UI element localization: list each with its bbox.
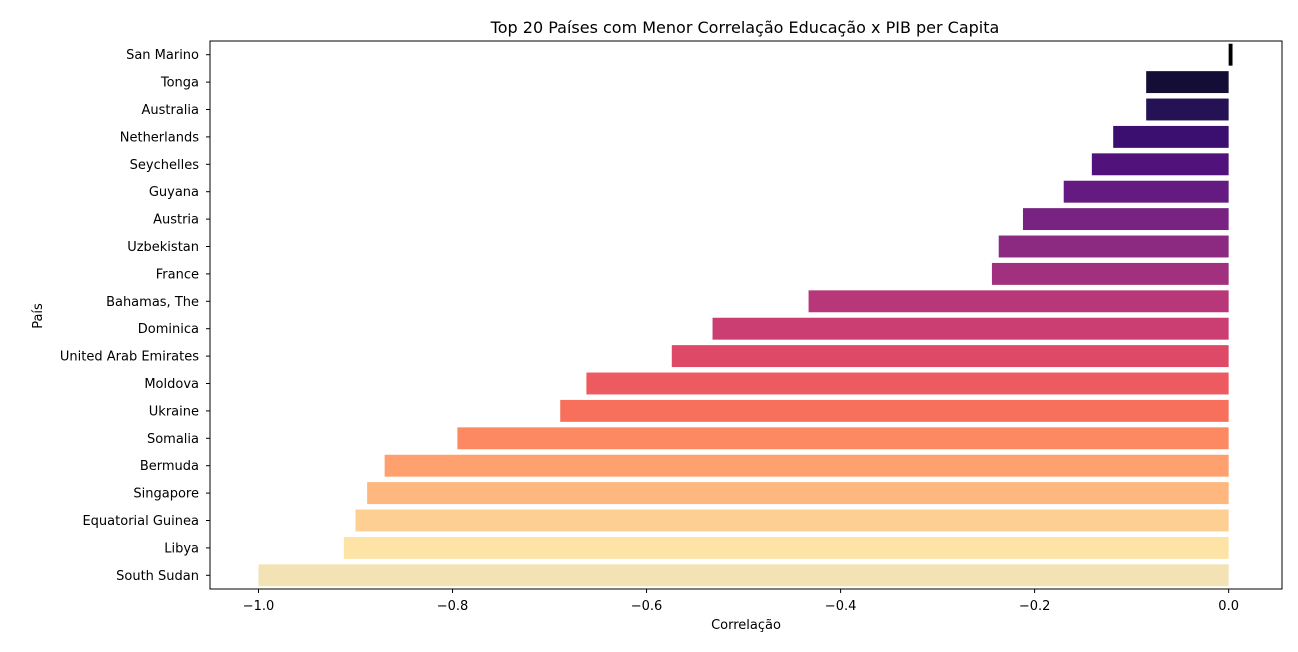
chart-title: Top 20 Países com Menor Correlação Educa…: [490, 18, 1000, 37]
x-tick-label: −0.8: [437, 599, 469, 614]
bar-tonga: [1146, 71, 1229, 94]
y-tick-label: France: [156, 267, 199, 282]
y-tick-label: United Arab Emirates: [60, 350, 199, 365]
x-tick-label: −0.4: [825, 599, 857, 614]
y-tick-label: Tonga: [160, 76, 199, 91]
y-tick-label: Austria: [153, 213, 199, 228]
y-tick-label: Libya: [164, 541, 199, 556]
y-tick-label: Somalia: [147, 432, 199, 447]
bar-singapore: [367, 482, 1229, 505]
y-tick-label: Equatorial Guinea: [82, 514, 199, 529]
bar-austria: [1022, 208, 1229, 231]
bar-south-sudan: [258, 564, 1229, 587]
x-tick-label: 0.0: [1218, 599, 1239, 614]
y-tick-label: Uzbekistan: [127, 240, 199, 255]
y-tick-label: Bermuda: [140, 459, 199, 474]
bar-netherlands: [1113, 125, 1229, 148]
bar-seychelles: [1091, 153, 1229, 176]
y-tick-label: Moldova: [144, 377, 199, 392]
bar-equatorial-guinea: [355, 509, 1229, 532]
bar-united-arab-emirates: [671, 345, 1229, 368]
bar-san-marino: [1228, 43, 1233, 66]
y-tick-label: Netherlands: [120, 130, 199, 145]
x-tick-label: −0.6: [631, 599, 663, 614]
bar-ukraine: [560, 399, 1229, 422]
y-axis-ticks: San Marino Tonga Australia Netherlands Seych…: [60, 48, 210, 584]
bar-dominica: [712, 317, 1229, 340]
bar-australia: [1146, 98, 1229, 121]
bar-somalia: [457, 427, 1229, 450]
plot-frame: [209, 40, 1283, 590]
bar-libya: [343, 536, 1229, 559]
y-tick-label: Dominica: [138, 322, 199, 337]
x-tick-label: −1.0: [243, 599, 275, 614]
x-axis-label: Correlação: [711, 618, 781, 633]
y-tick-label: Ukraine: [149, 404, 199, 419]
bar-bermuda: [384, 454, 1229, 477]
y-tick-label: Australia: [141, 103, 199, 118]
bars-group: [258, 43, 1233, 587]
bar-uzbekistan: [998, 235, 1229, 258]
x-tick-label: −0.2: [1019, 599, 1051, 614]
y-tick-label: San Marino: [126, 48, 199, 63]
y-tick-label: South Sudan: [116, 569, 199, 584]
bar-guyana: [1063, 180, 1229, 203]
y-tick-label: Guyana: [149, 185, 199, 200]
y-tick-label: Singapore: [133, 487, 199, 502]
bar-moldova: [586, 372, 1229, 395]
bar-france: [991, 262, 1229, 285]
y-tick-label: Bahamas, The: [106, 295, 199, 310]
y-tick-label: Seychelles: [130, 158, 200, 173]
bar-bahamas-the: [808, 290, 1229, 313]
y-axis-label: País: [31, 303, 46, 329]
x-axis-ticks: −1.0 −0.8 −0.6 −0.4 −0.2 0.0: [243, 589, 1239, 614]
